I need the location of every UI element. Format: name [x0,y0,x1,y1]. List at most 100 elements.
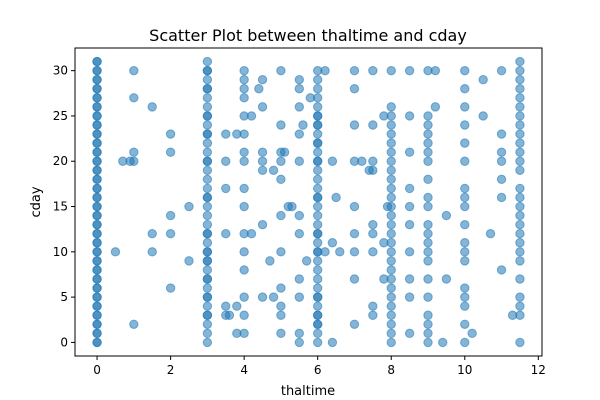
data-point [312,147,323,157]
data-point [478,111,488,121]
data-point [460,256,470,266]
data-point [202,102,213,112]
data-point [276,247,286,257]
data-point [92,56,102,67]
data-point [515,238,525,248]
data-point [147,229,157,239]
data-point [423,129,433,139]
data-point [276,283,286,293]
data-point [349,84,360,94]
data-point [294,156,305,166]
data-point [305,93,316,103]
data-point [404,328,415,339]
data-point [92,238,102,248]
data-point [335,247,345,257]
x-tick-label: 12 [531,363,546,377]
data-point [246,111,257,121]
data-point [327,337,338,348]
data-point [312,319,323,329]
data-point [386,310,396,320]
data-point [423,147,433,157]
data-point [202,56,213,67]
data-point [368,310,378,320]
data-point [357,156,367,166]
data-point [460,183,470,194]
data-point [312,328,323,339]
data-point [515,210,525,221]
data-point [386,102,396,112]
data-point [496,129,507,139]
data-point [515,75,525,85]
data-point [349,65,360,76]
y-tick-label: 0 [60,335,68,349]
data-point [379,274,389,284]
data-point [423,337,433,348]
data-point [515,247,525,257]
data-point [404,111,415,121]
data-point [404,201,415,212]
data-point [368,301,378,311]
data-point [202,93,213,103]
data-point [294,229,305,239]
data-point [257,165,268,175]
data-point [423,174,433,185]
data-point [368,229,378,239]
data-point [496,147,507,157]
data-point [239,201,249,212]
data-point [202,147,213,157]
data-point [276,301,286,311]
data-point [165,283,176,293]
data-point [239,93,249,103]
x-tick-label: 8 [387,363,395,377]
data-point [386,147,396,157]
data-point [239,310,249,320]
data-point [92,111,102,121]
data-point [515,129,525,139]
data-point [515,84,525,94]
data-point [221,301,231,311]
data-point [276,120,286,130]
y-axis-ticks: 0 5 10 15 20 25 30 [53,64,75,349]
data-point [312,183,323,194]
data-point [515,192,525,203]
data-point [202,183,213,194]
data-point [423,274,433,284]
data-point [460,319,470,329]
data-point [276,210,286,221]
data-point [276,65,286,76]
data-point [294,84,305,94]
data-point [254,84,264,94]
data-point [386,292,396,302]
data-point [460,201,470,212]
data-point [331,192,341,203]
data-point [515,93,525,103]
data-point [202,129,213,139]
data-point [515,65,525,76]
data-point [129,319,139,329]
data-point [239,147,249,157]
data-point [349,274,360,284]
data-point [441,274,452,284]
data-point [386,210,396,221]
data-point [438,337,448,348]
data-point [110,247,121,257]
data-point [404,147,415,157]
x-axis-label: thaltime [281,384,335,399]
data-point [460,138,470,148]
data-point [404,292,415,302]
data-point [386,328,396,339]
data-point [92,310,102,320]
data-point [202,210,213,221]
data-point [467,328,477,339]
data-point [294,75,305,85]
data-point [92,102,102,112]
data-point [515,147,525,157]
data-point [92,283,102,293]
data-point [515,229,525,239]
data-point [320,65,330,76]
data-point [202,165,213,175]
data-point [496,65,507,76]
data-point [368,156,378,166]
data-point [312,292,323,302]
data-point [202,120,213,130]
